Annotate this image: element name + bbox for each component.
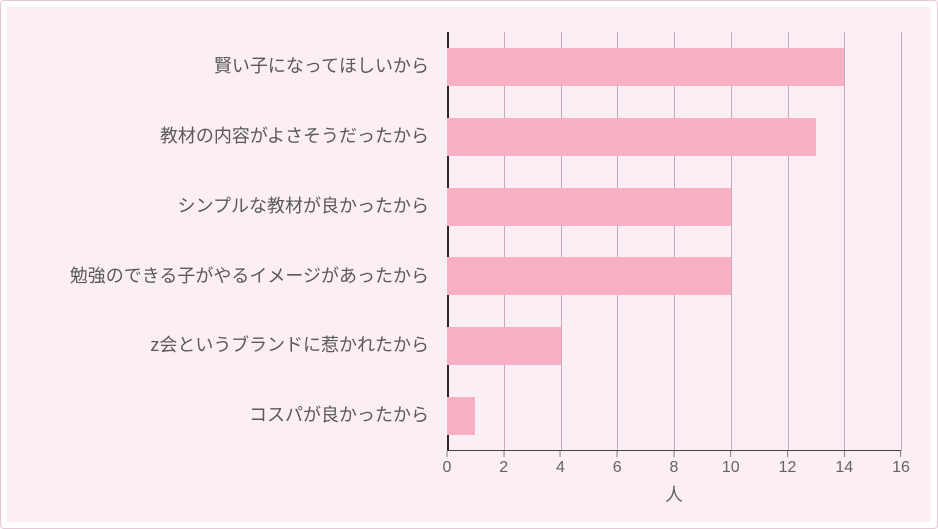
tick-mark bbox=[674, 451, 675, 457]
bar-track bbox=[447, 311, 901, 381]
tick-label: 6 bbox=[613, 459, 622, 477]
plot-area: 賢い子になってほしいから教材の内容がよさそうだったからシンプルな教材が良かったか… bbox=[37, 32, 901, 451]
tick-label: 2 bbox=[499, 459, 508, 477]
tick-label: 12 bbox=[779, 459, 797, 477]
tick-label: 0 bbox=[443, 459, 452, 477]
bar-row: シンプルな教材が良かったから bbox=[37, 172, 901, 242]
tick-mark bbox=[900, 451, 901, 457]
bar bbox=[447, 327, 561, 365]
bar-row: 賢い子になってほしいから bbox=[37, 32, 901, 102]
x-tick: 16 bbox=[892, 451, 910, 477]
x-axis: 0246810121416 bbox=[37, 451, 901, 479]
x-tick: 12 bbox=[779, 451, 797, 477]
tick-mark bbox=[787, 451, 788, 457]
bar-row: 教材の内容がよさそうだったから bbox=[37, 102, 901, 172]
category-label: z会というブランドに惹かれたから bbox=[37, 335, 447, 357]
gridline bbox=[901, 32, 902, 451]
plot-wrapper: 賢い子になってほしいから教材の内容がよさそうだったからシンプルな教材が良かったか… bbox=[37, 32, 901, 507]
tick-label: 8 bbox=[670, 459, 679, 477]
bar-track bbox=[447, 102, 901, 172]
tick-mark bbox=[730, 451, 731, 457]
category-label: コスパが良かったから bbox=[37, 405, 447, 427]
category-label: 勉強のできる子がやるイメージがあったから bbox=[37, 266, 447, 288]
x-tick: 6 bbox=[613, 451, 622, 477]
tick-label: 14 bbox=[835, 459, 853, 477]
tick-mark bbox=[560, 451, 561, 457]
bar-row: 勉強のできる子がやるイメージがあったから bbox=[37, 241, 901, 311]
tick-label: 10 bbox=[722, 459, 740, 477]
x-tick: 0 bbox=[443, 451, 452, 477]
bar-track bbox=[447, 32, 901, 102]
category-label: 賢い子になってほしいから bbox=[37, 56, 447, 78]
tick-label: 4 bbox=[556, 459, 565, 477]
bar-track bbox=[447, 241, 901, 311]
bar bbox=[447, 48, 844, 86]
x-tick: 10 bbox=[722, 451, 740, 477]
x-axis-title: 人 bbox=[447, 481, 901, 507]
x-tick: 14 bbox=[835, 451, 853, 477]
x-tick: 4 bbox=[556, 451, 565, 477]
bar-row: z会というブランドに惹かれたから bbox=[37, 311, 901, 381]
x-tick: 8 bbox=[670, 451, 679, 477]
bar-track bbox=[447, 172, 901, 242]
bar bbox=[447, 118, 816, 156]
bar bbox=[447, 397, 475, 435]
tick-mark bbox=[447, 451, 448, 457]
bar-row: コスパが良かったから bbox=[37, 381, 901, 451]
bar bbox=[447, 257, 731, 295]
tick-mark bbox=[503, 451, 504, 457]
tick-label: 16 bbox=[892, 459, 910, 477]
chart-container: 賢い子になってほしいから教材の内容がよさそうだったからシンプルな教材が良かったか… bbox=[7, 7, 931, 522]
x-tick: 2 bbox=[499, 451, 508, 477]
chart-outer-frame: 賢い子になってほしいから教材の内容がよさそうだったからシンプルな教材が良かったか… bbox=[0, 0, 938, 529]
tick-mark bbox=[617, 451, 618, 457]
bar-track bbox=[447, 381, 901, 451]
tick-mark bbox=[844, 451, 845, 457]
category-label: 教材の内容がよさそうだったから bbox=[37, 126, 447, 148]
bar bbox=[447, 188, 731, 226]
category-label: シンプルな教材が良かったから bbox=[37, 196, 447, 218]
